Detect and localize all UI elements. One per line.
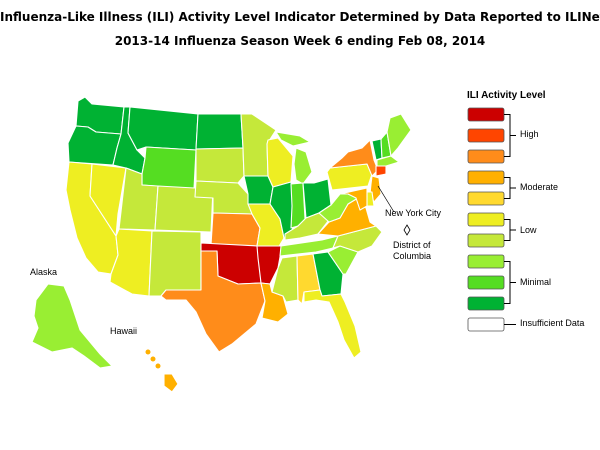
state-ia[interactable] — [243, 175, 274, 205]
state-ma[interactable] — [376, 155, 400, 167]
legend-swatch — [467, 128, 505, 143]
legend — [467, 107, 505, 332]
dc-label: District of Columbia — [393, 240, 432, 261]
legend-swatch — [467, 254, 505, 269]
legend-label-insufficient: Insufficient Data — [520, 318, 585, 328]
state-mi-upper[interactable] — [275, 131, 311, 147]
legend-bracket — [504, 114, 516, 157]
state-fl[interactable] — [303, 289, 362, 359]
legend-swatch — [467, 275, 505, 290]
state-nd[interactable] — [195, 113, 244, 150]
legend-swatch — [467, 170, 505, 185]
map-subtitle: 2013-14 Influenza Season Week 6 ending F… — [114, 34, 486, 48]
legend-swatch — [467, 317, 505, 332]
nyc-label: New York City — [385, 208, 442, 218]
state-wi[interactable] — [266, 137, 294, 188]
dc-marker-icon — [403, 224, 411, 236]
alaska-label: Alaska — [30, 267, 58, 277]
state-md[interactable] — [339, 187, 368, 211]
state-ak[interactable] — [31, 283, 113, 369]
state-mt[interactable] — [127, 106, 199, 151]
legend-bracket — [504, 177, 516, 199]
legend-label-minimal: Minimal — [520, 277, 552, 287]
hawaii-label: Hawaii — [110, 326, 138, 336]
legend-swatch — [467, 212, 505, 227]
state-la[interactable] — [260, 282, 289, 323]
state-hi[interactable] — [163, 373, 179, 393]
legend-bracket — [504, 261, 516, 304]
state-me[interactable] — [386, 113, 412, 157]
legend-swatch — [467, 296, 505, 311]
legend-swatch — [467, 107, 505, 122]
nyc-pointer — [377, 185, 395, 213]
legend-label-low: Low — [520, 225, 537, 235]
state-nm[interactable] — [148, 230, 202, 297]
state-ks[interactable] — [210, 212, 261, 247]
state-ct[interactable] — [375, 165, 387, 177]
legend-title: ILI Activity Level — [467, 90, 546, 101]
hawaii-small-islands — [145, 349, 161, 369]
legend-brackets — [504, 114, 516, 325]
legend-swatch — [467, 233, 505, 248]
ili-activity-map — [31, 96, 516, 393]
state-nv[interactable] — [89, 163, 127, 237]
legend-swatch — [467, 149, 505, 164]
legend-bracket — [504, 219, 516, 241]
map-title: Influenza-Like Illness (ILI) Activity Le… — [0, 10, 600, 24]
state-wy[interactable] — [141, 146, 197, 190]
legend-swatch — [467, 191, 505, 206]
legend-label-high: High — [520, 129, 539, 139]
state-mi[interactable] — [293, 147, 313, 185]
legend-label-moderate: Moderate — [520, 182, 559, 192]
state-sd[interactable] — [195, 147, 245, 184]
state-az[interactable] — [109, 228, 153, 297]
state-ny[interactable] — [329, 139, 379, 177]
state-tx[interactable] — [160, 250, 266, 353]
